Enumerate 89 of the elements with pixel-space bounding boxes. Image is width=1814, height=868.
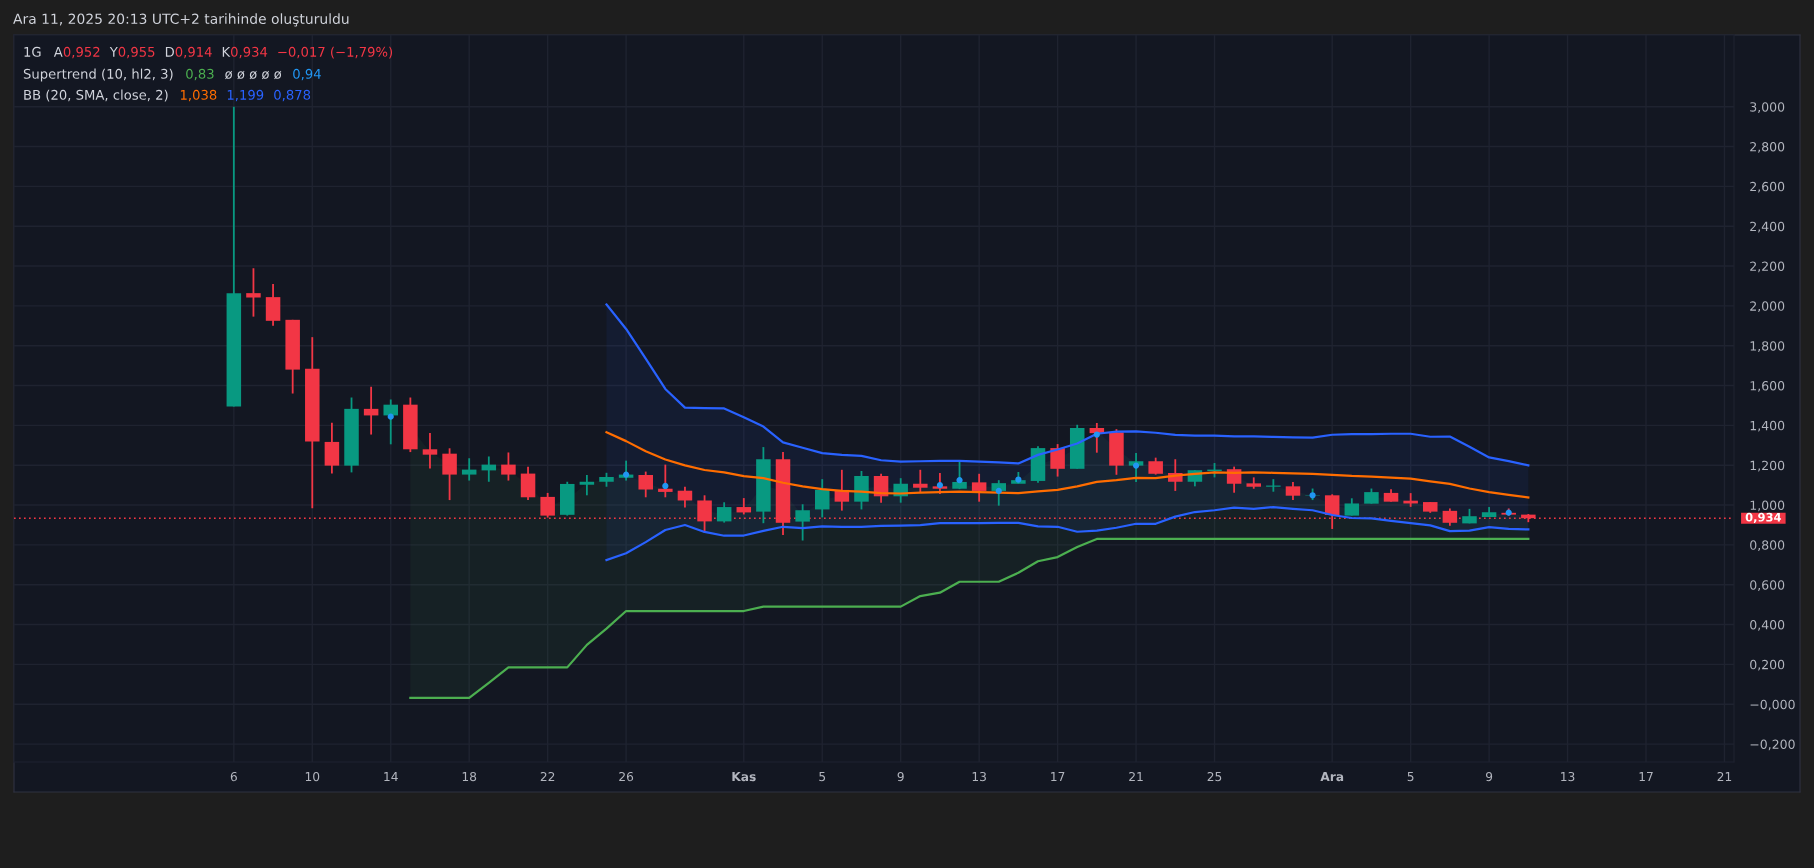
annotation: 0,934	[231, 46, 268, 59]
candlestick	[324, 421, 340, 475]
x-tick-label: 10	[305, 771, 320, 782]
x-tick-label: 5	[1407, 772, 1414, 782]
annotation: A	[53, 47, 63, 57]
candlestick	[461, 457, 477, 482]
point	[956, 477, 963, 484]
point	[662, 482, 669, 490]
line-series	[409, 537, 1530, 699]
annotation: BB (20, SMA, close, 2)	[24, 89, 168, 102]
candlestick	[1050, 443, 1065, 478]
x-tick-label: 13	[1561, 771, 1575, 782]
candlestick	[246, 267, 261, 318]
annotation: ø ø ø ø ø	[225, 70, 282, 80]
y-tick-label: 1,800	[1750, 341, 1785, 352]
candlestick	[795, 503, 810, 542]
annotation: K	[222, 47, 231, 57]
point	[1309, 492, 1316, 499]
y-tick-label: 1,400	[1750, 420, 1785, 432]
point	[1132, 462, 1140, 469]
annotation: 0,83	[186, 68, 214, 81]
point	[936, 482, 944, 489]
x-tick-label: 13	[972, 771, 986, 782]
point	[1015, 476, 1022, 483]
y-tick-label: −0,200	[1750, 739, 1795, 751]
candlestick	[579, 474, 595, 497]
candlestick	[1285, 481, 1301, 501]
annotation: −0,017 (−1,79%)	[278, 46, 393, 59]
x-tick-label: 5	[819, 772, 826, 782]
line-series	[605, 303, 1530, 467]
x-tick-label: 17	[1051, 772, 1065, 782]
annotation: Y	[109, 47, 118, 57]
candlestick	[638, 470, 653, 499]
candlestick	[913, 468, 928, 494]
candlestick	[971, 472, 987, 503]
point	[387, 413, 394, 420]
y-tick-label: 0,200	[1750, 659, 1785, 671]
annotation: 1,038	[180, 89, 217, 102]
annotation: Supertrend (10, hl2, 3)	[23, 68, 173, 82]
candlestick	[265, 283, 281, 327]
x-tick-label: 26	[619, 771, 634, 782]
x-tick-label: 9	[897, 771, 904, 782]
candlestick	[520, 465, 536, 501]
x-tick-label: 9	[1485, 771, 1493, 782]
y-tick-label: 2,800	[1750, 142, 1785, 153]
y-tick-label: −0,000	[1750, 699, 1795, 711]
y-tick-label: 2,600	[1750, 181, 1785, 193]
annotation: D	[165, 47, 175, 57]
candlestick	[501, 451, 516, 482]
candlestick	[658, 463, 673, 499]
x-tick-label: 21	[1129, 771, 1143, 782]
y-tick-label: 0,800	[1750, 540, 1785, 552]
annotation: 0,952	[63, 46, 100, 59]
annotation: 0,955	[118, 46, 155, 59]
candlestick	[952, 460, 967, 491]
y-tick-label: 1,600	[1750, 381, 1785, 392]
y-tick-label: 1,200	[1750, 460, 1785, 472]
candlestick	[814, 478, 830, 519]
annotation: 0,914	[175, 46, 212, 59]
y-tick-label: 1,000	[1750, 500, 1785, 512]
annotation: 0,878	[274, 89, 311, 102]
chart-title: Ara 11, 2025 20:13 UTC+2 tarihinde oluşturuldu	[13, 13, 349, 27]
candlestick	[442, 447, 457, 501]
candlestick	[383, 398, 398, 446]
point	[1093, 431, 1100, 438]
y-tick-label: 0,400	[1750, 620, 1785, 631]
y-tick-label: 2,000	[1750, 301, 1785, 313]
x-tick-label: Kas	[732, 772, 756, 782]
annotation: 1,199	[227, 89, 264, 102]
x-tick-label: 25	[1207, 771, 1222, 782]
x-tick-label: Ara	[1320, 772, 1344, 782]
y-tick-label: 3,000	[1750, 102, 1785, 113]
x-tick-label: 6	[230, 771, 237, 782]
x-tick-label: 18	[462, 771, 477, 782]
x-tick-label: 17	[1639, 772, 1653, 782]
y-tick-label: 2,200	[1750, 261, 1785, 273]
point	[623, 471, 630, 478]
annotation: 0,94	[293, 68, 321, 81]
ref-line-label: 0,934	[1745, 512, 1782, 524]
candlestick	[540, 492, 555, 519]
point	[995, 487, 1002, 495]
x-tick-label: 22	[540, 771, 555, 782]
x-tick-label: 21	[1717, 771, 1732, 782]
y-tick-label: 0,600	[1750, 580, 1785, 591]
text: 1G	[24, 46, 41, 57]
x-tick-label: 14	[384, 772, 398, 782]
candlestick	[716, 501, 732, 524]
candlestick	[422, 432, 438, 470]
y-tick-label: 2,400	[1750, 221, 1785, 233]
